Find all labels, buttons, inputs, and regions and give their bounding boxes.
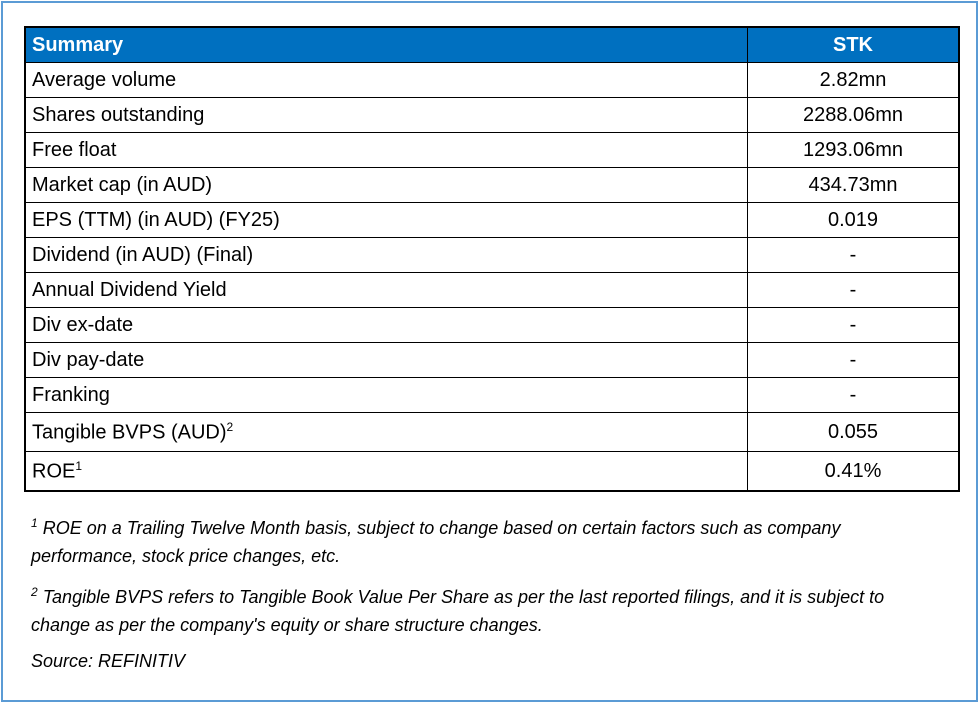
table-body: Average volume 2.82mn Shares outstanding 22… [24, 62, 960, 492]
label-text: Franking [32, 383, 110, 406]
table-row: EPS (TTM) (in AUD) (FY25) 0.019 [24, 202, 960, 238]
footnote: 1 ROE on a Trailing Twelve Month basis, … [31, 509, 931, 570]
table-row: Tangible BVPS (AUD)2 0.055 [24, 412, 960, 452]
footnotes: 1 ROE on a Trailing Twelve Month basis, … [31, 509, 931, 683]
table-row: ROE1 0.41% [24, 451, 960, 492]
label-text: Shares outstanding [32, 103, 205, 126]
label-cell: ROE1 [24, 451, 748, 492]
value-cell: 2.82mn [747, 62, 960, 98]
table-row: Free float 1293.06mn [24, 132, 960, 168]
label-text: Dividend (in AUD) (Final) [32, 243, 254, 266]
header-cell: Summary [24, 26, 748, 63]
table-row: Average volume 2.82mn [24, 62, 960, 98]
label-cell: Franking [24, 377, 748, 413]
summary-table: Summary STK Average volume 2.82mn Shares o… [24, 26, 960, 492]
label-text: Market cap (in AUD) [32, 173, 213, 196]
label-cell: Annual Dividend Yield [24, 272, 748, 308]
value-cell: - [747, 272, 960, 308]
label-text: Average volume [32, 68, 177, 91]
header-row: Summary STK [24, 26, 960, 63]
header-cell: STK [747, 26, 960, 63]
label-text: EPS (TTM) (in AUD) (FY25) [32, 208, 280, 231]
label-cell: EPS (TTM) (in AUD) (FY25) [24, 202, 748, 238]
footnote-mark: 1 [31, 516, 38, 530]
source: Source: REFINITIV [31, 651, 186, 671]
footnote: 2 Tangible BVPS refers to Tangible Book … [31, 578, 931, 639]
table-row: Dividend (in AUD) (Final) - [24, 237, 960, 273]
value-cell: 434.73mn [747, 167, 960, 203]
table-row: Franking - [24, 377, 960, 413]
label-text: Tangible BVPS (AUD) [32, 421, 227, 444]
table-row: Market cap (in AUD) 434.73mn [24, 167, 960, 203]
table-row: Annual Dividend Yield - [24, 272, 960, 308]
label-cell: Average volume [24, 62, 748, 98]
value-cell: - [747, 237, 960, 273]
value-cell: 0.019 [747, 202, 960, 238]
label-cell: Market cap (in AUD) [24, 167, 748, 203]
value-cell: - [747, 377, 960, 413]
table-row: Div ex-date - [24, 307, 960, 343]
note-mark: 2 [226, 419, 234, 434]
label-cell: Shares outstanding [24, 97, 748, 133]
table-row: Shares outstanding 2288.06mn [24, 97, 960, 133]
label-text: Div ex-date [32, 313, 134, 336]
value-cell: - [747, 307, 960, 343]
label-text: ROE [32, 460, 76, 483]
value-cell: - [747, 342, 960, 378]
note-mark: 1 [75, 458, 83, 473]
label-text: Div pay-date [32, 348, 145, 371]
value-cell: 2288.06mn [747, 97, 960, 133]
footnote-text: ROE on a Trailing Twelve Month basis, su… [31, 518, 841, 566]
table-row: Div pay-date - [24, 342, 960, 378]
value-cell: 1293.06mn [747, 132, 960, 168]
label-cell: Dividend (in AUD) (Final) [24, 237, 748, 273]
value-cell: 0.41% [747, 451, 960, 492]
label-text: Free float [32, 138, 117, 161]
label-cell: Tangible BVPS (AUD)2 [24, 412, 748, 452]
label-cell: Div pay-date [24, 342, 748, 378]
label-cell: Div ex-date [24, 307, 748, 343]
label-cell: Free float [24, 132, 748, 168]
label-text: Annual Dividend Yield [32, 278, 227, 301]
footnote-mark: 2 [31, 585, 38, 599]
value-cell: 0.055 [747, 412, 960, 452]
footnote-text: Tangible BVPS refers to Tangible Book Va… [31, 587, 885, 635]
